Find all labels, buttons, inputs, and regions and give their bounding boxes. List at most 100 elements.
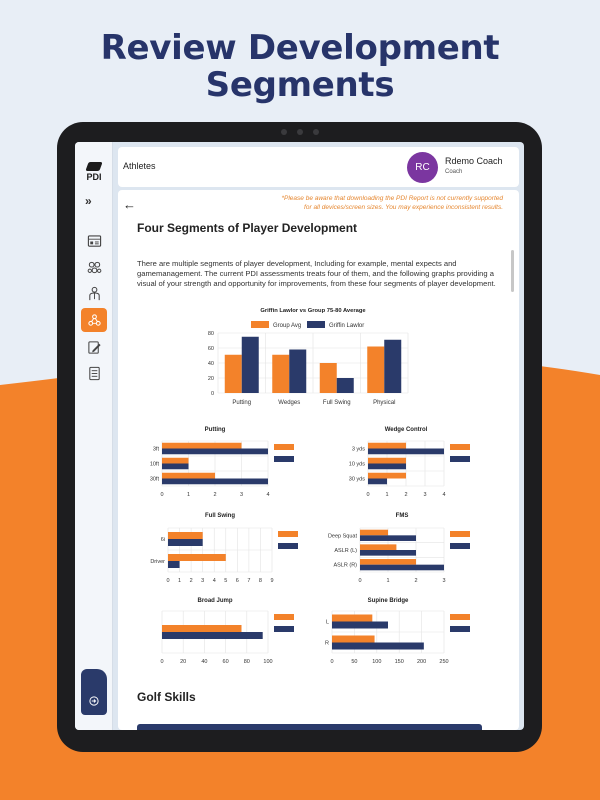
legend-swatch-group-avg — [450, 444, 470, 450]
golf-skills-heading: Golf Skills — [137, 690, 196, 704]
tablet-frame: PDI » A — [57, 122, 542, 752]
legend-swatch-griffin — [450, 456, 470, 462]
x-tick-label: 1 — [187, 492, 190, 498]
bar-group-avg — [368, 457, 406, 464]
bar-griffin — [289, 349, 307, 393]
user-name[interactable]: Rdemo Coach — [445, 156, 503, 166]
x-tick-label: Putting — [232, 400, 251, 406]
bar-griffin — [332, 642, 424, 650]
y-tick-label: ASLR (R) — [333, 563, 357, 569]
bar-group-avg — [332, 635, 375, 643]
x-tick-label: 4 — [213, 578, 216, 584]
y-tick-label: Driver — [150, 559, 165, 565]
y-tick-label: 6i — [161, 537, 165, 543]
download-notice: *Please be aware that downloading the PD… — [281, 195, 504, 211]
bar-griffin — [168, 539, 203, 546]
promo-title-line2: Segments — [205, 65, 395, 105]
x-tick-label: 0 — [366, 492, 369, 498]
bar-griffin — [162, 448, 268, 455]
x-tick-label: 60 — [223, 659, 229, 665]
x-tick-label: 5 — [224, 578, 227, 584]
x-tick-label: 100 — [372, 659, 381, 665]
chart-title: Supine Bridge — [368, 598, 409, 604]
bar-griffin — [368, 448, 444, 455]
sidebar-item-segments[interactable] — [81, 308, 107, 332]
avatar[interactable]: RC — [407, 152, 438, 183]
x-tick-label: 0 — [166, 578, 169, 584]
y-tick-label: L — [326, 620, 329, 626]
page-title: Athletes — [123, 161, 156, 171]
bar-griffin — [360, 550, 416, 556]
scrollbar-thumb[interactable] — [511, 250, 514, 292]
x-tick-label: Wedges — [278, 400, 300, 406]
x-tick-label: 1 — [385, 492, 388, 498]
legend-swatch-group-avg — [274, 614, 294, 620]
legend-swatch-griffin — [274, 626, 294, 632]
sidebar-item-athlete[interactable] — [83, 284, 105, 302]
bar-griffin — [162, 632, 263, 639]
athlete-icon — [88, 286, 100, 300]
app-screen: PDI » A — [75, 142, 524, 730]
x-tick-label: 3 — [240, 492, 243, 498]
legend-swatch-group-avg — [274, 444, 294, 450]
bar-griffin — [368, 463, 406, 470]
x-tick-label: 1 — [178, 578, 181, 584]
promo-title-line1: Review Development — [100, 28, 500, 68]
x-tick-label: 1 — [386, 578, 389, 584]
legend-label-griffin: Griffin Lawlor — [329, 323, 364, 329]
x-tick-label: 150 — [395, 659, 404, 665]
sidebar-item-dashboard[interactable] — [83, 232, 105, 250]
sidebar-item-list[interactable] — [83, 364, 105, 382]
pdi-logo[interactable]: PDI — [83, 162, 105, 182]
x-tick-label: 0 — [160, 659, 163, 665]
y-tick-label: 40 — [208, 361, 214, 367]
x-tick-label: 2 — [190, 578, 193, 584]
x-tick-label: 20 — [180, 659, 186, 665]
x-tick-label: 40 — [201, 659, 207, 665]
x-tick-label: Physical — [373, 400, 395, 406]
bar-group-avg — [360, 529, 388, 536]
bar-griffin — [360, 535, 416, 541]
x-tick-label: Full Swing — [323, 400, 351, 406]
bar-group-avg — [162, 625, 242, 632]
bar-group-avg — [168, 532, 203, 539]
x-tick-label: 200 — [417, 659, 426, 665]
bar-griffin — [168, 561, 180, 568]
logout-button[interactable] — [81, 669, 107, 715]
x-tick-label: 50 — [351, 659, 357, 665]
top-bar: Athletes RC Rdemo Coach Coach — [118, 147, 519, 187]
double-chevron-right-icon[interactable]: » — [85, 194, 92, 208]
x-tick-label: 6 — [236, 578, 239, 584]
sidebar-item-team[interactable] — [83, 258, 105, 276]
edit-report-icon — [87, 340, 101, 354]
x-tick-label: 8 — [259, 578, 262, 584]
back-arrow-icon[interactable]: ← — [123, 197, 136, 212]
y-tick-label: 3 yds — [352, 447, 365, 453]
bar-group-avg — [162, 442, 242, 449]
chart-title: Full Swing — [205, 513, 235, 519]
team-icon — [87, 261, 101, 273]
x-tick-label: 2 — [414, 578, 417, 584]
legend-swatch-group-avg — [450, 531, 470, 537]
y-tick-label: ASLR (L) — [334, 548, 357, 554]
bar-group-avg — [272, 354, 290, 393]
y-tick-label: 30 yds — [349, 477, 365, 483]
chart-title: Putting — [205, 427, 226, 433]
promo-title: Review Development Segments — [0, 30, 600, 104]
x-tick-label: 3 — [201, 578, 204, 584]
list-icon — [88, 366, 100, 380]
x-tick-label: 100 — [263, 659, 272, 665]
sidebar-item-edit-report[interactable] — [83, 338, 105, 356]
y-tick-label: Deep Squat — [328, 533, 358, 539]
y-tick-label: 10 yds — [349, 462, 365, 468]
x-tick-label: 0 — [160, 492, 163, 498]
y-tick-label: 0 — [211, 391, 214, 397]
golf-skills-bar — [137, 724, 482, 730]
x-tick-label: 3 — [442, 578, 445, 584]
bar-group-avg — [368, 472, 406, 479]
bar-griffin — [360, 564, 444, 571]
charts-area: Griffin Lawlor vs Group 75-80 Average Gro… — [150, 308, 470, 665]
x-tick-label: 0 — [358, 578, 361, 584]
legend-swatch-griffin — [274, 456, 294, 462]
y-tick-label: R — [325, 641, 329, 647]
